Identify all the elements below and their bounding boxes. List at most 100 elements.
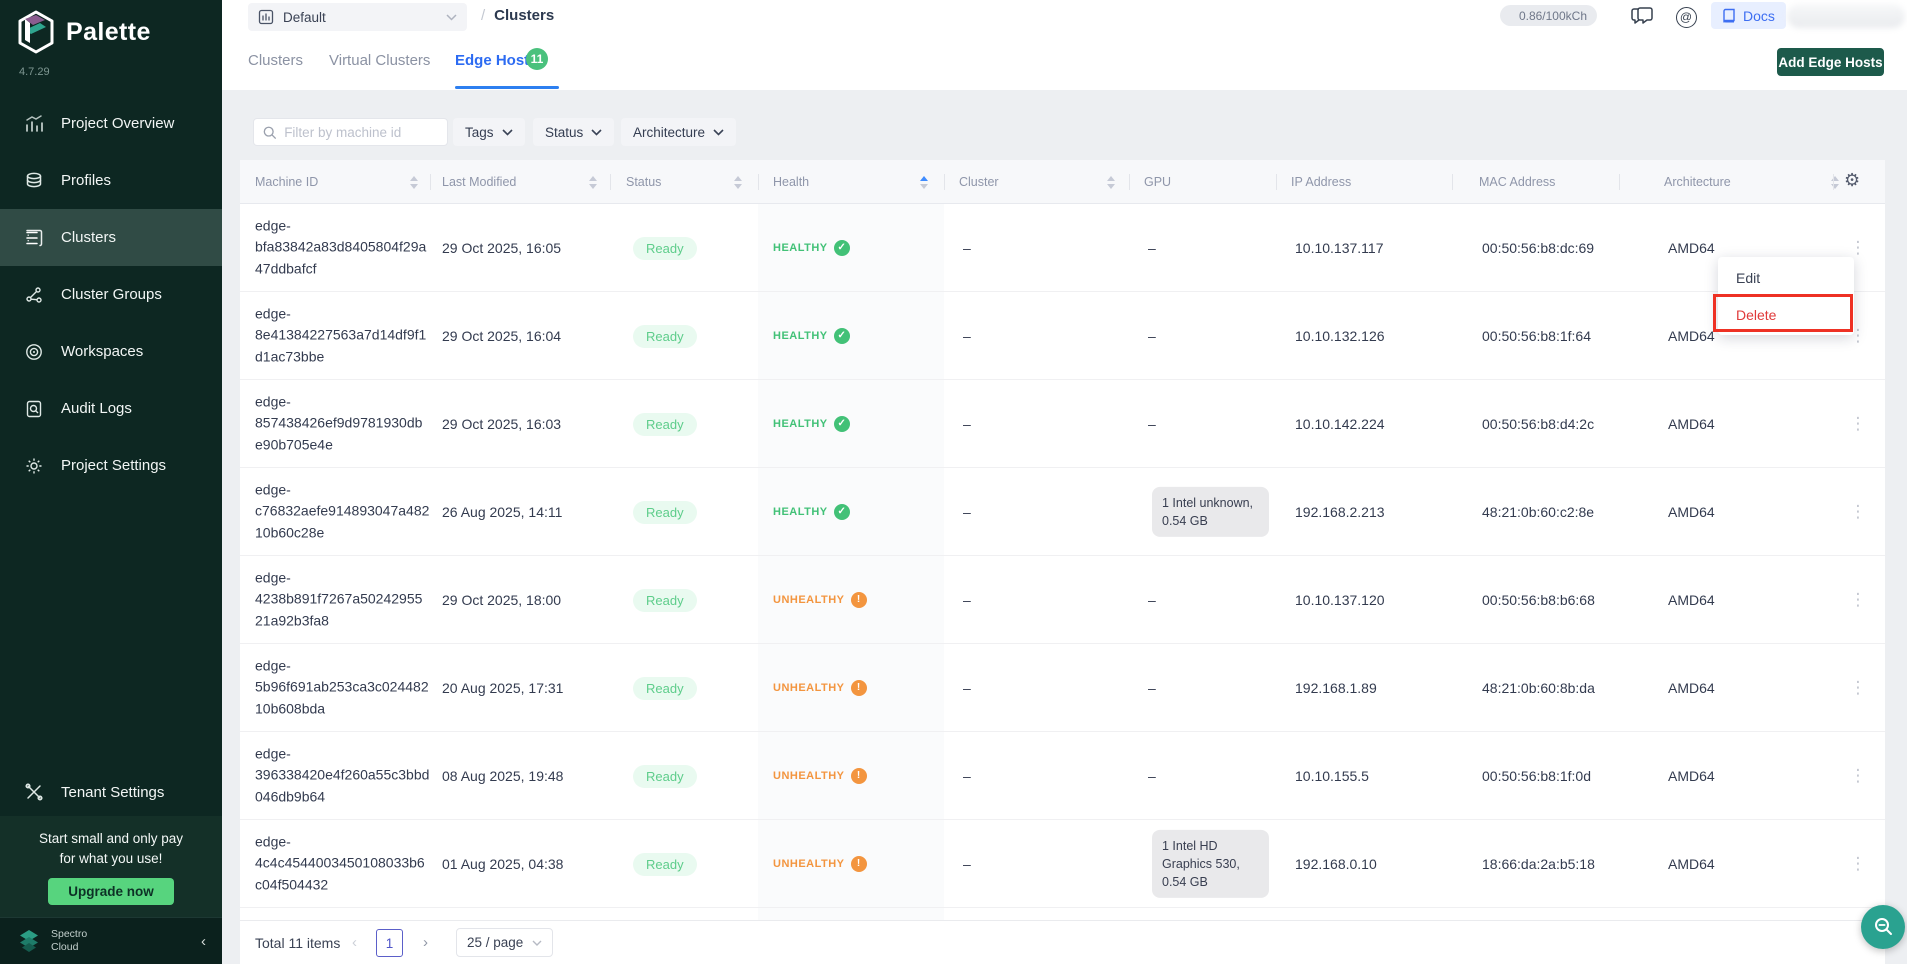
health-status-icon: ✓	[834, 328, 850, 344]
chevron-down-icon	[591, 129, 602, 136]
table-row[interactable]: edge-396338420e4f260a55c3bbd046db9b64 08…	[240, 732, 1885, 820]
sidebar-nav: Project Overview Profiles Clusters Clust…	[0, 95, 222, 494]
project-chart-icon	[258, 9, 274, 25]
health-label: HEALTHY	[773, 330, 828, 342]
menu-item-delete[interactable]: Delete	[1718, 296, 1854, 333]
sidebar-item-project-settings[interactable]: Project Settings	[0, 437, 222, 494]
cluster-cell: –	[963, 504, 971, 520]
sidebar-item-project-overview[interactable]: Project Overview	[0, 95, 222, 152]
status-filter-dropdown[interactable]: Status	[533, 118, 614, 146]
palette-logo: Palette	[16, 10, 151, 54]
tab-clusters[interactable]: Clusters	[248, 52, 303, 69]
page-size-value: 25 / page	[467, 935, 523, 950]
gpu-cell: –	[1148, 592, 1156, 608]
machine-id-cell: edge-bfa83842a83d8405804f29a47ddbafcf	[255, 215, 430, 280]
tab-virtual-clusters[interactable]: Virtual Clusters	[329, 52, 430, 69]
column-header-cluster[interactable]: Cluster	[959, 160, 999, 204]
page-number-button[interactable]: 1	[376, 929, 403, 957]
upgrade-now-button[interactable]: Upgrade now	[48, 878, 174, 905]
row-actions-kebab-icon[interactable]: ⋮	[1848, 238, 1868, 258]
status-cell: Ready	[633, 504, 697, 520]
main-content: Tags Status Architecture Machine ID Last…	[222, 90, 1907, 964]
mac-address-cell: 00:50:56:b8:b6:68	[1482, 592, 1595, 608]
health-status-icon: !	[851, 856, 867, 872]
table-row[interactable]: edge-8e41384227563a7d14df9f1d1ac73bbe 29…	[240, 292, 1885, 380]
sort-icon-active	[920, 176, 928, 189]
sidebar-item-audit-logs[interactable]: Audit Logs	[0, 380, 222, 437]
machine-id-cell: edge-4238b891f7267a5024295521a92b3fa8	[255, 567, 430, 632]
network-icon	[24, 285, 44, 305]
spectro-cloud-logo-icon	[16, 928, 42, 954]
search-input[interactable]	[284, 125, 438, 140]
gpu-cell: –	[1148, 680, 1156, 696]
project-selector[interactable]: Default	[248, 3, 467, 31]
row-actions-kebab-icon[interactable]: ⋮	[1848, 414, 1868, 434]
sidebar-collapse-chevron-icon[interactable]: ‹	[201, 933, 206, 950]
table-row[interactable]: edge-4c4c4544003450108033b6c04f504432 01…	[240, 820, 1885, 908]
next-page-chevron-icon[interactable]: ›	[423, 934, 428, 951]
support-chat-launcher[interactable]	[1861, 905, 1905, 949]
tools-icon	[24, 782, 44, 802]
gpu-cell: 1 Intel unknown, 0.54 GB	[1152, 486, 1269, 536]
previous-page-chevron-icon[interactable]: ‹	[352, 934, 357, 951]
menu-item-edit[interactable]: Edit	[1718, 259, 1854, 296]
docs-label: Docs	[1743, 8, 1775, 24]
table-row[interactable]: edge-5b96f691ab253ca3c02448210b608bda 20…	[240, 644, 1885, 732]
health-status-icon: !	[851, 768, 867, 784]
row-actions-kebab-icon[interactable]: ⋮	[1848, 502, 1868, 522]
column-header-status[interactable]: Status	[626, 160, 661, 204]
sidebar-item-tenant-settings[interactable]: Tenant Settings	[0, 768, 222, 816]
ip-address-cell: 10.10.155.5	[1295, 768, 1369, 784]
tags-filter-dropdown[interactable]: Tags	[453, 118, 525, 146]
feedback-button[interactable]	[1628, 3, 1656, 31]
column-settings-gear-icon[interactable]: ⚙	[1844, 170, 1860, 191]
machine-id-cell: edge-8e41384227563a7d14df9f1d1ac73bbe	[255, 303, 430, 368]
table-row[interactable]: edge-857438426ef9d9781930dbe90b705e4e 29…	[240, 380, 1885, 468]
sidebar-item-label: Project Overview	[61, 115, 174, 132]
sidebar-item-profiles[interactable]: Profiles	[0, 152, 222, 209]
architecture-filter-dropdown[interactable]: Architecture	[621, 118, 736, 146]
row-actions-kebab-icon[interactable]: ⋮	[1848, 590, 1868, 610]
last-modified-cell: 29 Oct 2025, 18:00	[442, 592, 561, 608]
table-row[interactable]: edge-c76832aefe914893047a48210b60c28e 26…	[240, 468, 1885, 556]
sidebar-item-clusters[interactable]: Clusters	[0, 209, 222, 266]
row-actions-kebab-icon[interactable]: ⋮	[1848, 678, 1868, 698]
table-row[interactable]: edge-bfa83842a83d8405804f29a47ddbafcf 29…	[240, 204, 1885, 292]
add-edge-hosts-button[interactable]: Add Edge Hosts	[1777, 48, 1884, 76]
column-header-health[interactable]: Health	[773, 160, 809, 204]
docs-button[interactable]: Docs	[1711, 2, 1786, 29]
cluster-cell: –	[963, 328, 971, 344]
table-header: Machine ID Last Modified Status Health C…	[240, 160, 1885, 204]
server-icon	[24, 228, 44, 248]
mentions-button[interactable]: @	[1672, 3, 1700, 31]
column-header-architecture[interactable]: Architecture	[1664, 160, 1731, 204]
status-cell: Ready	[633, 592, 697, 608]
status-cell: Ready	[633, 240, 697, 256]
column-header-ip-address: IP Address	[1291, 160, 1351, 204]
table-row[interactable]: edge-4238b891f7267a5024295521a92b3fa8 29…	[240, 556, 1885, 644]
status-badge: Ready	[633, 589, 697, 612]
architecture-cell: AMD64	[1668, 416, 1715, 432]
page-size-select[interactable]: 25 / page	[456, 928, 553, 957]
column-header-machine-id[interactable]: Machine ID	[255, 160, 318, 204]
at-icon: @	[1676, 7, 1697, 28]
health-status-icon: !	[851, 592, 867, 608]
sidebar-item-label: Profiles	[61, 172, 111, 189]
ip-address-cell: 192.168.2.213	[1295, 504, 1385, 520]
column-header-last-modified[interactable]: Last Modified	[442, 160, 516, 204]
row-actions-kebab-icon[interactable]: ⋮	[1848, 854, 1868, 874]
breadcrumb-current[interactable]: Clusters	[494, 7, 554, 24]
health-label: UNHEALTHY	[773, 858, 845, 870]
palette-logo-icon	[16, 10, 56, 54]
gpu-cell: 1 Intel HD Graphics 530, 0.54 GB	[1152, 829, 1269, 897]
health-label: UNHEALTHY	[773, 682, 845, 694]
last-modified-cell: 01 Aug 2025, 04:38	[442, 856, 563, 872]
cluster-cell: –	[963, 592, 971, 608]
mac-address-cell: 00:50:56:b8:1f:0d	[1482, 768, 1591, 784]
row-actions-kebab-icon[interactable]: ⋮	[1848, 766, 1868, 786]
sidebar-item-cluster-groups[interactable]: Cluster Groups	[0, 266, 222, 323]
book-icon	[1722, 8, 1736, 24]
sidebar-item-workspaces[interactable]: Workspaces	[0, 323, 222, 380]
sort-icon	[734, 176, 742, 189]
user-menu-blurred	[1787, 4, 1905, 28]
